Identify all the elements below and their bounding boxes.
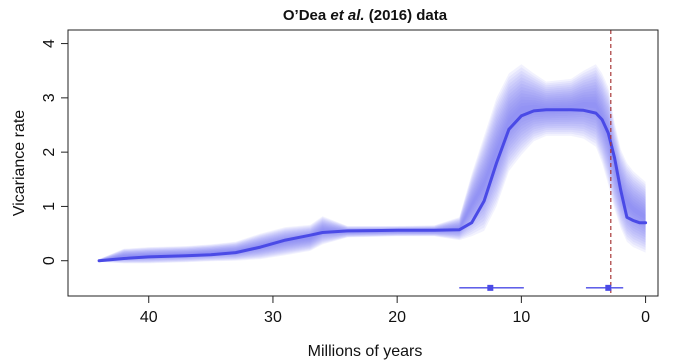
band-layer-11: [99, 73, 646, 262]
chart-title-suffix: (2016) data: [365, 7, 448, 24]
x-tick-label-20: 20: [388, 309, 406, 326]
chart-title-prefix: O’Dea: [283, 7, 331, 24]
uncertainty-band: [99, 64, 646, 264]
series-layer: [97, 108, 648, 263]
x-axis-label: Millions of years: [308, 343, 423, 360]
band-layer-13: [99, 67, 646, 263]
y-axis-label: Vicariance rate: [11, 110, 28, 217]
x-tick-label-40: 40: [140, 309, 158, 326]
band-layer-9: [99, 78, 646, 262]
x-axis: 40 30 20 10 0: [140, 296, 650, 326]
band-layer-10: [99, 76, 646, 262]
x-tick-label-10: 10: [512, 309, 530, 326]
y-tick-label-2: 2: [41, 148, 58, 157]
chart-title: O’Dea et al. (2016) data: [283, 7, 448, 24]
interval-point-1: [487, 284, 494, 291]
band-layer-8: [99, 81, 646, 262]
chart-title-italic: et al.: [330, 7, 364, 24]
x-tick-label-30: 30: [264, 309, 282, 326]
y-tick-label-3: 3: [41, 93, 58, 102]
y-tick-label-1: 1: [41, 202, 58, 211]
y-tick-label-4: 4: [41, 39, 58, 48]
band-layer-4: [99, 93, 646, 261]
series-line-1: [97, 108, 648, 263]
y-tick-label-0: 0: [41, 256, 58, 265]
interval-markers: [459, 284, 624, 291]
y-axis: 0 1 2 3 4: [41, 39, 68, 265]
x-tick-label-0: 0: [641, 309, 650, 326]
band-layer-12: [99, 70, 646, 263]
plot-frame: [67, 29, 659, 297]
band-layer-14: [99, 64, 646, 264]
interval-point-2: [605, 284, 612, 291]
